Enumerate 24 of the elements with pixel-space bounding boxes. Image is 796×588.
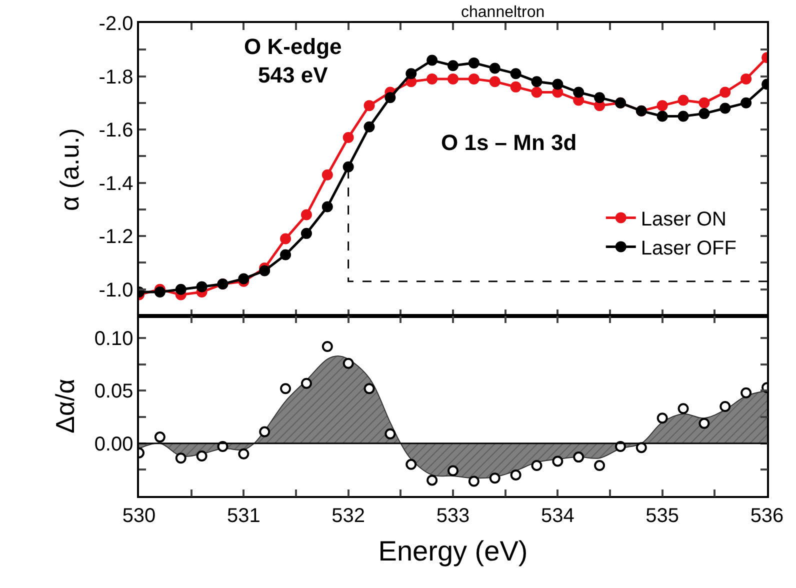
- y-tick-label: -1.2: [98, 226, 134, 248]
- x-tick-label: 536: [750, 504, 784, 527]
- y-tick-label: -2.0: [98, 13, 134, 35]
- x-tick-label: 532: [332, 504, 366, 527]
- annotation: O 1s – Mn 3d: [441, 130, 577, 155]
- text: channeltron: [461, 4, 545, 21]
- legend-label: Laser ON: [640, 208, 726, 230]
- y-tick-label: 0.00: [94, 433, 134, 456]
- y-axis-title: Δα/α: [50, 378, 80, 434]
- y-tick-label: -1.6: [98, 120, 134, 142]
- y-tick-label: 0.10: [94, 328, 134, 350]
- y-tick-label: -1.4: [98, 172, 134, 195]
- y-axis-title: α (a.u.): [54, 128, 85, 211]
- y-tick-label: 0.05: [94, 380, 134, 403]
- x-tick-label: 531: [226, 504, 260, 527]
- y-tick-label: -1.8: [98, 66, 134, 88]
- x-tick-label: 533: [436, 504, 470, 527]
- x-axis-title: Energy (eV): [378, 535, 528, 566]
- y-tick-label: -1.0: [98, 279, 134, 302]
- x-tick-label: 530: [122, 504, 156, 527]
- legend-label: Laser OFF: [640, 237, 736, 260]
- x-tick-label: 534: [540, 504, 574, 527]
- annotation: O K-edge 543 eV: [244, 34, 342, 88]
- x-tick-label: 535: [646, 504, 680, 527]
